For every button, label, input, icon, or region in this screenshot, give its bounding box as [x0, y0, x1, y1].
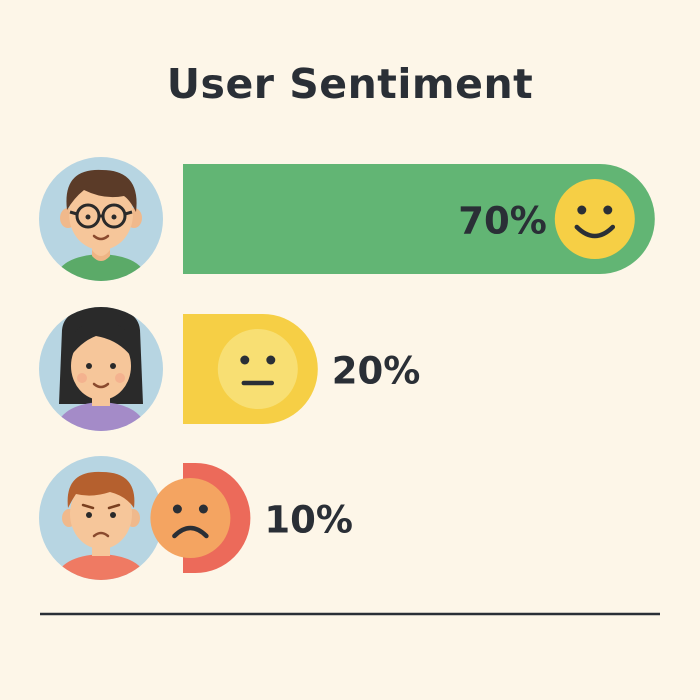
avatar-man-glasses-icon	[39, 157, 163, 281]
avatar-woman-icon	[39, 307, 163, 431]
value-label-0: 70%	[458, 200, 547, 243]
frowning-face-icon	[150, 478, 231, 558]
bars-group: 70% 20% 10%	[150, 164, 655, 573]
chart-title: User Sentiment	[166, 60, 534, 108]
avatar-boy-icon	[39, 456, 163, 580]
value-label-1: 20%	[332, 350, 421, 393]
value-label-2: 10%	[264, 499, 353, 542]
bar-0	[183, 164, 655, 274]
neutral-face-icon	[217, 329, 298, 409]
smiling-face-icon	[554, 179, 635, 259]
